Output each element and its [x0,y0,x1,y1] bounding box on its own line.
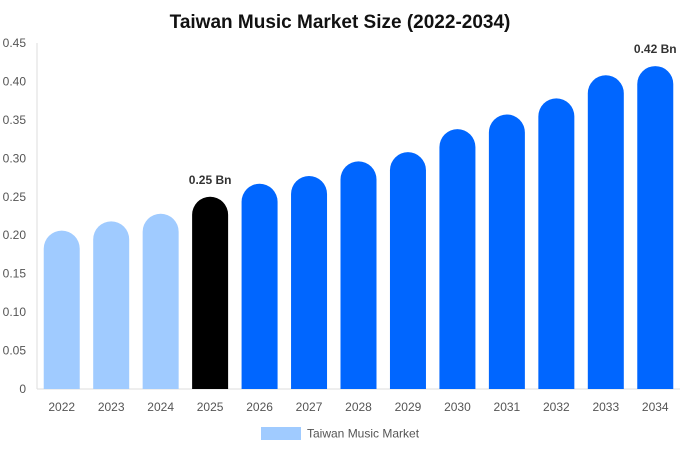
x-tick-label: 2028 [345,400,372,414]
data-label-2025: 0.25 Bn [189,173,232,187]
x-tick-label: 2022 [48,400,75,414]
bar-2034 [637,66,674,389]
bar-2033 [587,75,624,389]
x-tick-label: 2029 [395,400,422,414]
bar-2032 [538,98,575,390]
chart-title: Taiwan Music Market Size (2022-2034) [170,12,511,33]
bar-2023 [93,221,130,389]
x-tick-label: 2027 [296,400,323,414]
bar-2029 [389,152,426,389]
legend-swatch [261,427,301,440]
x-tick-label: 2032 [543,400,570,414]
bar-2026 [241,183,278,389]
x-tick-label: 2034 [642,400,669,414]
x-tick-label: 2026 [246,400,273,414]
y-tick-label: 0.10 [3,305,27,319]
bar-2028 [340,161,377,389]
y-tick-label: 0.20 [3,228,27,242]
data-label-2034: 0.42 Bn [634,42,677,56]
y-tick-label: 0.25 [3,190,27,204]
x-tick-label: 2033 [592,400,619,414]
x-axis: 2022 2023 2024 2025 2026 2027 2028 2029 2030 2031… [37,388,680,414]
y-tick-label: 0.05 [3,344,27,358]
y-axis: 0 0.05 0.10 0.15 0.20 0.25 0.30 0.35 0.40 0.45 [3,36,38,396]
y-tick-label: 0.35 [3,113,27,127]
y-tick-label: 0.45 [3,36,27,50]
bars [43,66,674,390]
y-tick-label: 0.15 [3,267,27,281]
bar-2027 [291,176,328,389]
bar-2022 [43,230,80,389]
x-tick-label: 2024 [147,400,174,414]
x-tick-label: 2025 [197,400,224,414]
x-tick-label: 2031 [494,400,521,414]
y-tick-label: 0.40 [3,74,27,88]
data-labels: 0.25 Bn 0.42 Bn [189,42,677,187]
y-tick-label: 0 [19,382,26,396]
bar-2031 [488,114,525,389]
bar-2030 [439,129,476,390]
legend: Taiwan Music Market [261,427,420,441]
y-tick-label: 0.30 [3,151,27,165]
legend-label: Taiwan Music Market [307,427,420,441]
x-tick-label: 2030 [444,400,471,414]
bar-2025 [192,196,229,389]
x-tick-label: 2023 [98,400,125,414]
bar-2024 [142,213,179,389]
